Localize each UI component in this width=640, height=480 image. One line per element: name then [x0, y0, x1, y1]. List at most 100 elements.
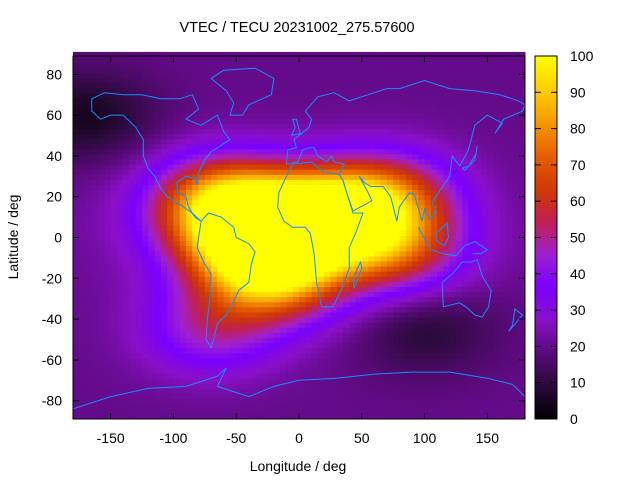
- heatmap-cell: [116, 301, 124, 308]
- heatmap-cell: [512, 118, 520, 124]
- heatmap-cell: [154, 266, 162, 272]
- heatmap-cell: [518, 332, 526, 338]
- heatmap-cell: [204, 62, 212, 68]
- heatmap-cell: [148, 347, 156, 354]
- heatmap-cell: [104, 296, 112, 303]
- heatmap-cell: [273, 128, 281, 134]
- heatmap-cell: [399, 138, 407, 145]
- heatmap-cell: [342, 169, 350, 175]
- heatmap-cell: [123, 220, 130, 226]
- heatmap-cell: [499, 342, 507, 349]
- heatmap-cell: [198, 148, 206, 155]
- heatmap-cell: [499, 332, 507, 338]
- heatmap-cell: [299, 362, 306, 369]
- heatmap-cell: [116, 174, 124, 180]
- heatmap-cell: [167, 153, 174, 160]
- heatmap-cell: [104, 87, 112, 94]
- heatmap-cell: [91, 128, 99, 134]
- heatmap-cell: [487, 266, 495, 272]
- heatmap-cell: [261, 296, 269, 303]
- heatmap-cell: [324, 260, 331, 267]
- heatmap-cell: [229, 373, 237, 379]
- heatmap-cell: [217, 199, 225, 206]
- heatmap-cell: [91, 133, 99, 140]
- heatmap-cell: [330, 118, 338, 124]
- heatmap-cell: [405, 255, 413, 262]
- heatmap-cell: [443, 77, 451, 84]
- heatmap-cell: [280, 240, 287, 247]
- heatmap-cell: [386, 347, 394, 354]
- heatmap-cell: [98, 317, 105, 323]
- heatmap-cell: [286, 230, 294, 236]
- heatmap-cell: [167, 260, 174, 267]
- heatmap-cell: [160, 368, 168, 374]
- heatmap-cell: [198, 215, 206, 221]
- heatmap-cell: [280, 388, 287, 395]
- heatmap-cell: [412, 332, 419, 338]
- heatmap-cell: [123, 123, 130, 129]
- heatmap-cell: [393, 276, 400, 282]
- heatmap-cell: [198, 413, 206, 420]
- heatmap-cell: [430, 220, 438, 226]
- heatmap-cell: [98, 373, 105, 379]
- heatmap-cell: [374, 133, 382, 140]
- heatmap-cell: [217, 235, 225, 242]
- heatmap-cell: [299, 388, 306, 395]
- heatmap-cell: [267, 368, 275, 374]
- heatmap-cell: [248, 311, 256, 318]
- heatmap-cell: [160, 413, 168, 420]
- heatmap-cell: [349, 291, 356, 298]
- heatmap-cell: [192, 327, 200, 333]
- heatmap-cell: [437, 362, 444, 369]
- heatmap-cell: [493, 87, 501, 94]
- heatmap-cell: [462, 332, 469, 338]
- heatmap-cell: [481, 82, 488, 89]
- heatmap-cell: [355, 245, 363, 252]
- heatmap-cell: [462, 194, 469, 201]
- heatmap-cell: [468, 123, 476, 129]
- heatmap-cell: [116, 209, 124, 216]
- heatmap-cell: [380, 164, 388, 170]
- heatmap-cell: [443, 301, 451, 308]
- heatmap-cell: [380, 153, 388, 160]
- heatmap-cell: [79, 62, 87, 68]
- heatmap-cell: [129, 352, 137, 359]
- heatmap-cell: [255, 153, 262, 160]
- heatmap-cell: [135, 413, 143, 420]
- heatmap-cell: [179, 393, 187, 400]
- heatmap-cell: [349, 143, 356, 150]
- heatmap-cell: [430, 245, 438, 252]
- heatmap-cell: [104, 123, 112, 129]
- heatmap-cell: [255, 108, 262, 114]
- heatmap-cell: [273, 362, 281, 369]
- heatmap-cell: [330, 164, 338, 170]
- heatmap-cell: [160, 393, 168, 400]
- heatmap-cell: [229, 108, 237, 114]
- heatmap-cell: [418, 143, 426, 150]
- heatmap-cell: [142, 164, 149, 170]
- heatmap-cell: [142, 138, 149, 145]
- heatmap-cell: [518, 128, 526, 134]
- heatmap-cell: [204, 153, 212, 160]
- heatmap-cell: [361, 337, 369, 344]
- heatmap-cell: [204, 179, 212, 185]
- heatmap-cell: [223, 286, 231, 293]
- heatmap-cell: [160, 311, 168, 318]
- heatmap-cell: [324, 362, 331, 369]
- heatmap-cell: [211, 368, 218, 374]
- heatmap-cell: [261, 97, 269, 104]
- heatmap-cell: [129, 225, 137, 231]
- heatmap-cell: [116, 357, 124, 364]
- heatmap-cell: [98, 337, 105, 344]
- heatmap-cell: [204, 113, 212, 119]
- heatmap-cell: [299, 317, 306, 323]
- heatmap-cell: [474, 388, 482, 395]
- heatmap-cell: [267, 398, 275, 405]
- heatmap-cell: [173, 92, 181, 99]
- heatmap-cell: [393, 138, 400, 145]
- heatmap-cell: [443, 230, 451, 236]
- heatmap-cell: [248, 174, 256, 180]
- heatmap-cell: [85, 209, 93, 216]
- heatmap-cell: [518, 164, 526, 170]
- heatmap-cell: [104, 388, 112, 395]
